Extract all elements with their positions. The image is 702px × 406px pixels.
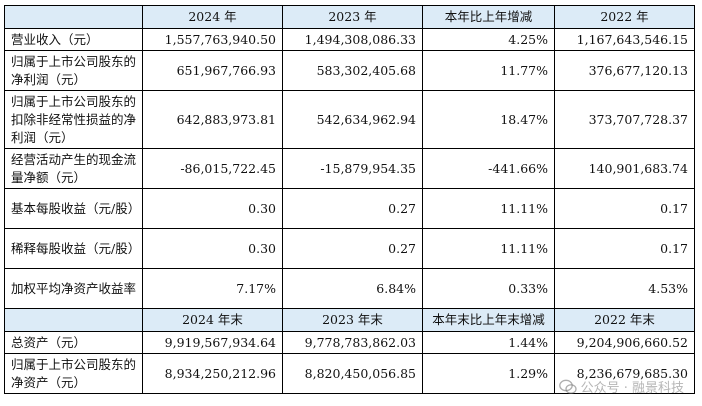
value-2024: 0.30	[142, 188, 283, 229]
value-2024: 7.17%	[142, 268, 283, 309]
value-2022: 376,677,120.13	[554, 50, 695, 91]
header-cell-2024-end: 2024 年末	[142, 308, 283, 332]
value-2022: 0.17	[554, 188, 695, 229]
row-label: 稀释每股收益（元/股）	[4, 228, 143, 269]
row-label: 基本每股收益（元/股）	[4, 188, 143, 229]
value-2023: 542,634,962.94	[282, 90, 423, 149]
value-2022: 140,901,683.74	[554, 148, 695, 189]
header-cell-2023: 2023 年	[282, 5, 423, 29]
value-2024: -86,015,722.45	[142, 148, 283, 189]
value-2024: 8,934,250,212.96	[142, 353, 283, 394]
header-cell-change: 本年末比上年末增减	[422, 308, 555, 332]
value-2023: 583,302,405.68	[282, 50, 423, 91]
row-label: 归属于上市公司股东的净资产（元）	[4, 353, 143, 394]
row-label: 归属于上市公司股东的扣除非经常性损益的净利润（元）	[4, 90, 143, 149]
table-row: 稀释每股收益（元/股） 0.30 0.27 11.11% 0.17	[4, 228, 695, 269]
table-row: 基本每股收益（元/股） 0.30 0.27 11.11% 0.17	[4, 188, 695, 229]
value-2023: 1,494,308,086.33	[282, 28, 423, 51]
value-change: 0.33%	[422, 268, 555, 309]
row-label: 营业收入（元）	[4, 28, 143, 51]
value-change: 18.47%	[422, 90, 555, 149]
row-label: 加权平均净资产收益率	[4, 268, 143, 309]
value-2024: 0.30	[142, 228, 283, 269]
value-2023: 6.84%	[282, 268, 423, 309]
value-2023: 0.27	[282, 228, 423, 269]
row-label: 经营活动产生的现金流量净额（元）	[4, 148, 143, 189]
value-2023: 9,778,783,862.03	[282, 331, 423, 354]
value-2023: 8,820,450,056.85	[282, 353, 423, 394]
table-header-row: 2024 年末 2023 年末 本年末比上年末增减 2022 年末	[4, 308, 695, 332]
table-row: 归属于上市公司股东的净资产（元） 8,934,250,212.96 8,820,…	[4, 353, 695, 394]
table-header-row: 2024 年 2023 年 本年比上年增减 2022 年	[4, 5, 695, 29]
value-2023: 0.27	[282, 188, 423, 229]
value-change: 11.11%	[422, 228, 555, 269]
value-change: 11.77%	[422, 50, 555, 91]
header-cell-2024: 2024 年	[142, 5, 283, 29]
value-change: 1.29%	[422, 353, 555, 394]
table-row: 总资产（元） 9,919,567,934.64 9,778,783,862.03…	[4, 331, 695, 354]
table-row: 营业收入（元） 1,557,763,940.50 1,494,308,086.3…	[4, 28, 695, 51]
header-cell-change: 本年比上年增减	[422, 5, 555, 29]
value-change: 4.25%	[422, 28, 555, 51]
table-row: 经营活动产生的现金流量净额（元） -86,015,722.45 -15,879,…	[4, 148, 695, 189]
value-2024: 642,883,973.81	[142, 90, 283, 149]
value-2022: 4.53%	[554, 268, 695, 309]
header-cell	[4, 5, 143, 29]
row-label: 总资产（元）	[4, 331, 143, 354]
header-cell-2022-end: 2022 年末	[554, 308, 695, 332]
table-row: 归属于上市公司股东的扣除非经常性损益的净利润（元） 642,883,973.81…	[4, 90, 695, 149]
value-2022: 373,707,728.37	[554, 90, 695, 149]
header-cell	[4, 308, 143, 332]
value-change: 1.44%	[422, 331, 555, 354]
value-change: -441.66%	[422, 148, 555, 189]
value-2024: 9,919,567,934.64	[142, 331, 283, 354]
table-row: 归属于上市公司股东的净利润（元） 651,967,766.93 583,302,…	[4, 50, 695, 91]
financial-summary-table: 2024 年 2023 年 本年比上年增减 2022 年 营业收入（元） 1,5…	[4, 5, 695, 394]
value-2022: 1,167,643,546.15	[554, 28, 695, 51]
value-2023: -15,879,954.35	[282, 148, 423, 189]
value-2024: 651,967,766.93	[142, 50, 283, 91]
value-change: 11.11%	[422, 188, 555, 229]
table-row: 加权平均净资产收益率 7.17% 6.84% 0.33% 4.53%	[4, 268, 695, 309]
header-cell-2023-end: 2023 年末	[282, 308, 423, 332]
value-2022: 9,204,906,660.52	[554, 331, 695, 354]
header-cell-2022: 2022 年	[554, 5, 695, 29]
value-2022: 8,236,679,685.30	[554, 353, 695, 394]
value-2024: 1,557,763,940.50	[142, 28, 283, 51]
value-2022: 0.17	[554, 228, 695, 269]
row-label: 归属于上市公司股东的净利润（元）	[4, 50, 143, 91]
